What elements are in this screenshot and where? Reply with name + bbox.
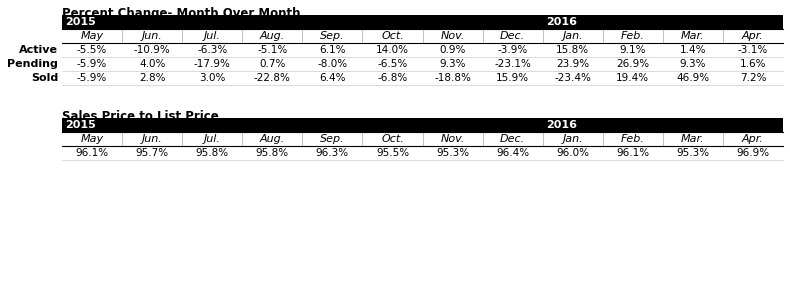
Bar	[62, 132, 783, 146]
Text: Feb.: Feb.	[621, 31, 645, 41]
Text: Mar.: Mar.	[681, 134, 705, 144]
Text: Sold: Sold	[31, 73, 58, 83]
Text: 96.1%: 96.1%	[76, 148, 108, 158]
Text: -23.1%: -23.1%	[495, 59, 531, 69]
Text: Sales Price to List Price: Sales Price to List Price	[62, 110, 219, 123]
Bar	[62, 29, 783, 43]
Text: Nov.: Nov.	[440, 31, 465, 41]
Text: 19.4%: 19.4%	[616, 73, 649, 83]
Text: 0.7%: 0.7%	[259, 59, 285, 69]
Text: May: May	[81, 134, 103, 144]
Text: 9.3%: 9.3%	[679, 59, 706, 69]
Text: Aug.: Aug.	[260, 134, 285, 144]
Text: 14.0%: 14.0%	[376, 45, 409, 55]
Bar	[62, 15, 783, 29]
Text: -8.0%: -8.0%	[318, 59, 348, 69]
Text: -3.1%: -3.1%	[738, 45, 768, 55]
Text: 96.3%: 96.3%	[316, 148, 349, 158]
Text: 2.8%: 2.8%	[139, 73, 165, 83]
Text: Dec.: Dec.	[500, 31, 525, 41]
Text: -23.4%: -23.4%	[555, 73, 591, 83]
Text: 95.3%: 95.3%	[676, 148, 709, 158]
Text: -18.8%: -18.8%	[434, 73, 471, 83]
Text: -5.9%: -5.9%	[77, 59, 107, 69]
Text: Nov.: Nov.	[440, 134, 465, 144]
Text: 2016: 2016	[546, 17, 577, 27]
Text: 6.4%: 6.4%	[319, 73, 346, 83]
Text: Oct.: Oct.	[381, 31, 404, 41]
Text: 2015: 2015	[65, 17, 96, 27]
Text: Sep.: Sep.	[320, 31, 344, 41]
Text: 9.3%: 9.3%	[439, 59, 466, 69]
Text: 23.9%: 23.9%	[556, 59, 589, 69]
Text: 46.9%: 46.9%	[676, 73, 709, 83]
Text: Apr.: Apr.	[742, 31, 764, 41]
Text: -6.3%: -6.3%	[197, 45, 228, 55]
Text: Jan.: Jan.	[562, 134, 583, 144]
Text: Percent Change- Month Over Month: Percent Change- Month Over Month	[62, 7, 300, 20]
Text: 2015: 2015	[65, 120, 96, 130]
Text: Apr.: Apr.	[742, 134, 764, 144]
Text: 26.9%: 26.9%	[616, 59, 649, 69]
Text: -3.9%: -3.9%	[498, 45, 528, 55]
Text: 96.1%: 96.1%	[616, 148, 649, 158]
Text: 95.5%: 95.5%	[376, 148, 409, 158]
Text: Mar.: Mar.	[681, 31, 705, 41]
Text: -5.5%: -5.5%	[77, 45, 107, 55]
Text: Sep.: Sep.	[320, 134, 344, 144]
Text: Pending: Pending	[7, 59, 58, 69]
Text: 3.0%: 3.0%	[199, 73, 225, 83]
Text: May: May	[81, 31, 103, 41]
Text: 4.0%: 4.0%	[139, 59, 165, 69]
Text: 96.4%: 96.4%	[496, 148, 529, 158]
Text: Active: Active	[19, 45, 58, 55]
Text: -5.1%: -5.1%	[258, 45, 288, 55]
Text: -22.8%: -22.8%	[254, 73, 291, 83]
Text: Jun.: Jun.	[141, 31, 163, 41]
Text: 15.9%: 15.9%	[496, 73, 529, 83]
Text: -6.8%: -6.8%	[378, 73, 408, 83]
Text: Feb.: Feb.	[621, 134, 645, 144]
Text: Dec.: Dec.	[500, 134, 525, 144]
Text: Jul.: Jul.	[204, 31, 220, 41]
Text: 0.9%: 0.9%	[439, 45, 466, 55]
Text: 95.7%: 95.7%	[136, 148, 169, 158]
Bar	[62, 118, 783, 132]
Text: 95.8%: 95.8%	[256, 148, 289, 158]
Text: -10.9%: -10.9%	[134, 45, 171, 55]
Text: 96.9%: 96.9%	[736, 148, 769, 158]
Text: Jan.: Jan.	[562, 31, 583, 41]
Text: Oct.: Oct.	[381, 134, 404, 144]
Text: 1.6%: 1.6%	[739, 59, 766, 69]
Text: Jun.: Jun.	[141, 134, 163, 144]
Text: -5.9%: -5.9%	[77, 73, 107, 83]
Text: -17.9%: -17.9%	[194, 59, 231, 69]
Text: 1.4%: 1.4%	[679, 45, 706, 55]
Text: 95.3%: 95.3%	[436, 148, 469, 158]
Text: -6.5%: -6.5%	[378, 59, 408, 69]
Text: Aug.: Aug.	[260, 31, 285, 41]
Text: 2016: 2016	[546, 120, 577, 130]
Text: 6.1%: 6.1%	[319, 45, 346, 55]
Text: 9.1%: 9.1%	[619, 45, 646, 55]
Text: 15.8%: 15.8%	[556, 45, 589, 55]
Text: 95.8%: 95.8%	[196, 148, 229, 158]
Text: 96.0%: 96.0%	[556, 148, 589, 158]
Text: Jul.: Jul.	[204, 134, 220, 144]
Text: 7.2%: 7.2%	[739, 73, 766, 83]
